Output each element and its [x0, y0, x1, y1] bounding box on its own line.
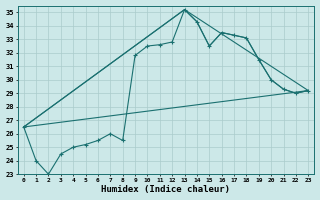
X-axis label: Humidex (Indice chaleur): Humidex (Indice chaleur) — [101, 185, 230, 194]
